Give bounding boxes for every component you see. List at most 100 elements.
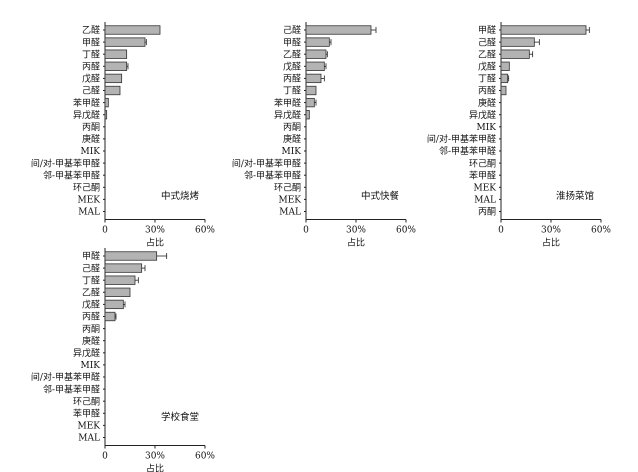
category-label: 环己酮 xyxy=(469,158,496,169)
category-label: 己醛 xyxy=(478,36,496,48)
bar xyxy=(500,61,510,71)
category-label: 丁醛 xyxy=(478,73,496,85)
category-label: 邻-甲基苯甲醛 xyxy=(439,145,496,157)
chart-title: 中式烧烤 xyxy=(161,190,200,202)
x-tick-label: 0 xyxy=(102,226,108,236)
category-label: 戊醛 xyxy=(283,61,301,73)
x-tick-label: 60% xyxy=(195,226,215,236)
category-label: MEK xyxy=(473,184,496,194)
category-label: 间/对-甲基苯甲醛 xyxy=(31,371,100,383)
x-axis-label: 占比 xyxy=(146,463,164,472)
bar xyxy=(305,73,322,84)
category-label: MIK xyxy=(282,147,302,157)
category-label: MAL xyxy=(78,208,100,218)
category-label: 间/对-甲基苯甲醛 xyxy=(232,157,301,169)
category-label: 甲醛 xyxy=(82,250,100,262)
bar xyxy=(500,25,587,35)
category-label: 间/对-甲基苯甲醛 xyxy=(427,133,496,145)
bar xyxy=(104,85,121,96)
category-label: 丙酮 xyxy=(82,122,100,133)
category-label: 甲醛 xyxy=(283,36,301,48)
x-tick-label: 60% xyxy=(396,226,416,236)
category-label: MAL xyxy=(78,434,100,444)
category-label: 邻-甲基苯甲醛 xyxy=(43,383,100,395)
category-label: 间/对-甲基苯甲醛 xyxy=(31,157,100,169)
x-axis-label: 占比 xyxy=(542,237,560,249)
category-label: 丁醛 xyxy=(82,274,100,286)
category-label: 异戊醛 xyxy=(274,109,301,121)
category-label: 丙醛 xyxy=(283,73,301,85)
category-label: 乙醛 xyxy=(82,24,100,36)
category-label: 环己酮 xyxy=(274,183,301,194)
category-label: 苯甲醛 xyxy=(73,97,100,109)
x-tick-label: 30% xyxy=(346,226,366,236)
category-label: MIK xyxy=(81,361,101,371)
category-label: 丁醛 xyxy=(82,48,100,60)
category-label: 乙醛 xyxy=(478,48,496,60)
x-tick-label: 0 xyxy=(498,226,504,236)
bar xyxy=(500,73,509,84)
category-label: 异戊醛 xyxy=(73,109,100,121)
category-label: 异戊醛 xyxy=(73,347,100,359)
bar xyxy=(500,85,507,96)
bar xyxy=(305,97,315,108)
category-label: 丙酮 xyxy=(283,122,301,133)
category-label: MAL xyxy=(279,208,301,218)
bar xyxy=(104,287,131,297)
category-label: 苯甲醛 xyxy=(274,97,301,109)
category-label: 邻-甲基苯甲醛 xyxy=(244,169,301,181)
category-label: MEK xyxy=(77,196,100,206)
category-label: 己醛 xyxy=(283,24,301,36)
category-label: 环己酮 xyxy=(73,396,100,407)
bar xyxy=(104,275,136,285)
category-label: 庚醛 xyxy=(478,97,496,109)
chart-title: 学校食堂 xyxy=(161,411,199,423)
bar xyxy=(305,61,325,71)
bar xyxy=(305,49,327,59)
category-label: MEK xyxy=(278,196,301,206)
bar xyxy=(104,263,143,273)
bar xyxy=(104,110,108,120)
category-label: MAL xyxy=(474,196,496,206)
x-tick-label: 30% xyxy=(145,452,165,462)
bar xyxy=(500,49,530,59)
x-tick-label: 60% xyxy=(195,452,215,462)
x-tick-label: 0 xyxy=(303,226,309,236)
category-label: MEK xyxy=(77,422,100,432)
category-label: 戊醛 xyxy=(478,61,496,73)
x-tick-label: 0 xyxy=(102,452,108,462)
category-label: 环己酮 xyxy=(73,183,100,194)
bar xyxy=(104,37,146,47)
category-label: 异戊醛 xyxy=(469,109,496,121)
category-label: 甲醛 xyxy=(478,24,496,36)
bar xyxy=(104,25,161,35)
bar xyxy=(305,110,310,120)
x-axis-label: 占比 xyxy=(347,237,365,249)
x-tick-label: 60% xyxy=(591,226,611,236)
bar xyxy=(104,61,128,71)
chart-title: 中式快餐 xyxy=(361,190,400,202)
category-label: 丙醛 xyxy=(82,61,100,73)
category-label: 丙酮 xyxy=(82,324,100,335)
bar xyxy=(104,299,124,310)
category-label: 乙醛 xyxy=(82,287,100,299)
category-label: 乙醛 xyxy=(283,48,301,60)
bar xyxy=(104,49,128,59)
category-label: 戊醛 xyxy=(82,299,100,311)
category-label: 苯甲醛 xyxy=(469,169,496,181)
category-label: 甲醛 xyxy=(82,36,100,48)
x-tick-label: 30% xyxy=(145,226,165,236)
category-label: 庚醛 xyxy=(283,133,301,145)
category-label: MIK xyxy=(477,123,497,133)
bar xyxy=(104,73,123,84)
bar xyxy=(305,37,330,47)
category-label: 丙酮 xyxy=(478,207,496,218)
x-axis-label: 占比 xyxy=(146,237,164,249)
bar xyxy=(104,311,116,322)
bar xyxy=(305,25,372,35)
